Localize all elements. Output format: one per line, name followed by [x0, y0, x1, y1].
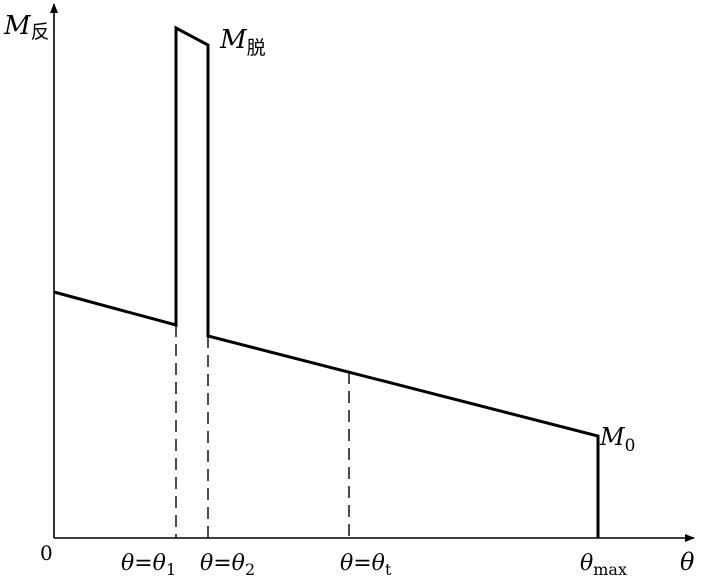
y-axis-label: M反 [3, 11, 50, 43]
tick-label-theta-1: θ=θ1 [121, 551, 176, 577]
peak-label: M脱 [219, 25, 266, 59]
tick-label-theta-2: θ=θ2 [200, 551, 255, 577]
tick-label-theta-t: θ=θt [340, 551, 392, 577]
end-label: M0 [599, 423, 635, 456]
origin-label: 0 [40, 541, 53, 565]
x-axis-label: θ [680, 548, 695, 576]
tick-label-theta-max: θmax [580, 551, 627, 577]
torque-curve [53, 25, 600, 538]
